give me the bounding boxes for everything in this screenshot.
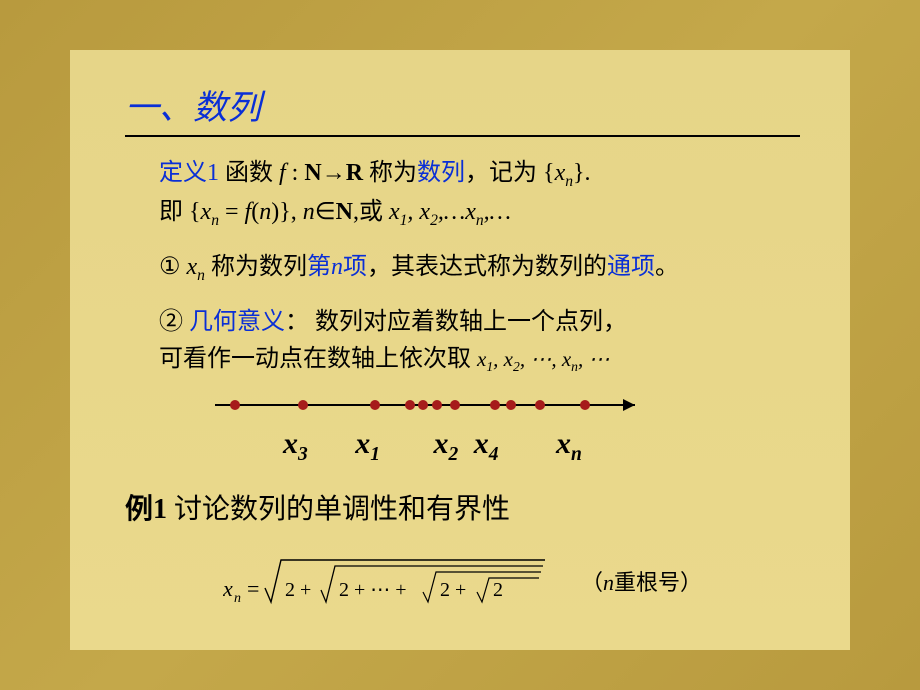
item1-term: 通项 xyxy=(607,254,655,280)
slide-frame: 一、数列 定义1 函数 f : N→R 称为数列，记为 {xn}. 即 {xn … xyxy=(0,0,920,690)
formula-annotation: （n重根号） xyxy=(581,565,702,597)
item-2-line1: ② 几何意义： 数列对应着数轴上一个点列， xyxy=(125,304,800,341)
def-term: 数列 xyxy=(417,160,465,186)
axis-svg xyxy=(185,392,665,418)
svg-text:=: = xyxy=(247,576,259,601)
item-1: ① xn 称为数列第n项，其表达式称为数列的通项。 xyxy=(125,249,800,288)
svg-text:2: 2 xyxy=(493,579,503,601)
svg-text:n: n xyxy=(234,591,241,606)
bullet-1: ① xyxy=(159,254,181,280)
def-map: : N→R xyxy=(292,160,363,186)
item1-nth: 第n项 xyxy=(307,254,367,280)
axis-x2: x2 xyxy=(434,427,459,466)
item-2-line2: 可看作一动点在数轴上依次取 x1, x2, ⋯, xn, ⋯ xyxy=(125,341,800,378)
formula-row: x n = 2 + 2 + ⋯ + 2 + 2 （n重根号） xyxy=(125,552,800,610)
svg-text:x: x xyxy=(223,576,233,601)
item1-t2: ，其表达式称为数列的 xyxy=(367,254,607,280)
svg-text:2 +: 2 + xyxy=(440,579,466,601)
slide-content: 一、数列 定义1 函数 f : N→R 称为数列，记为 {xn}. 即 {xn … xyxy=(70,50,850,650)
bullet-2: ② xyxy=(159,309,183,335)
definition-line2: 即 {xn = f(n)}, n∈N,或 x1, x2,…xn,… xyxy=(125,194,800,233)
axis-xn: xn xyxy=(556,427,582,466)
def-label: 定义1 xyxy=(159,160,219,186)
def2-a: 即 xyxy=(159,199,183,225)
section-title: 一、数列 xyxy=(125,80,800,129)
svg-text:2 + ⋯ +: 2 + ⋯ + xyxy=(339,579,407,601)
axis-x1: x1 xyxy=(355,427,380,466)
number-line: x3 x1 x2 x4 xn xyxy=(185,392,800,466)
axis-labels: x3 x1 x2 x4 xn xyxy=(185,427,800,466)
def-notation: {xn}. xyxy=(543,160,591,186)
def2-c: 或 xyxy=(359,199,383,225)
def-t-b: 称为 xyxy=(369,160,417,186)
svg-text:2 +: 2 + xyxy=(285,579,311,601)
nested-radical: x n = 2 + 2 + ⋯ + 2 + 2 xyxy=(223,552,553,610)
axis-x3: x3 xyxy=(283,427,308,466)
item2-seq: x1, x2, ⋯, xn, ⋯ xyxy=(477,347,609,371)
def-fn: f xyxy=(279,160,292,186)
item1-t1: 称为数列 xyxy=(211,254,307,280)
item1-t3: 。 xyxy=(655,254,679,280)
def-t-a: 函数 xyxy=(225,160,273,186)
title-underline xyxy=(125,135,800,137)
definition-line1: 定义1 函数 f : N→R 称为数列，记为 {xn}. xyxy=(125,155,800,194)
def2-b: {xn = f(n)}, n∈N, xyxy=(189,199,359,225)
item2-t2: 可看作一动点在数轴上依次取 xyxy=(159,346,471,372)
axis-x4: x4 xyxy=(474,427,499,466)
example-line: 例1 讨论数列的单调性和有界性 xyxy=(125,488,800,531)
example-label: 例1 xyxy=(125,494,167,525)
def2-d: x1, x2,…xn,… xyxy=(389,199,511,225)
item2-colon: ： xyxy=(285,309,309,335)
item1-xn: xn xyxy=(187,254,205,280)
item2-label: 几何意义 xyxy=(189,309,285,335)
def-t-c: ，记为 xyxy=(465,160,537,186)
item2-t1: 数列对应着数轴上一个点列， xyxy=(315,309,627,335)
example-text: 讨论数列的单调性和有界性 xyxy=(174,494,510,525)
